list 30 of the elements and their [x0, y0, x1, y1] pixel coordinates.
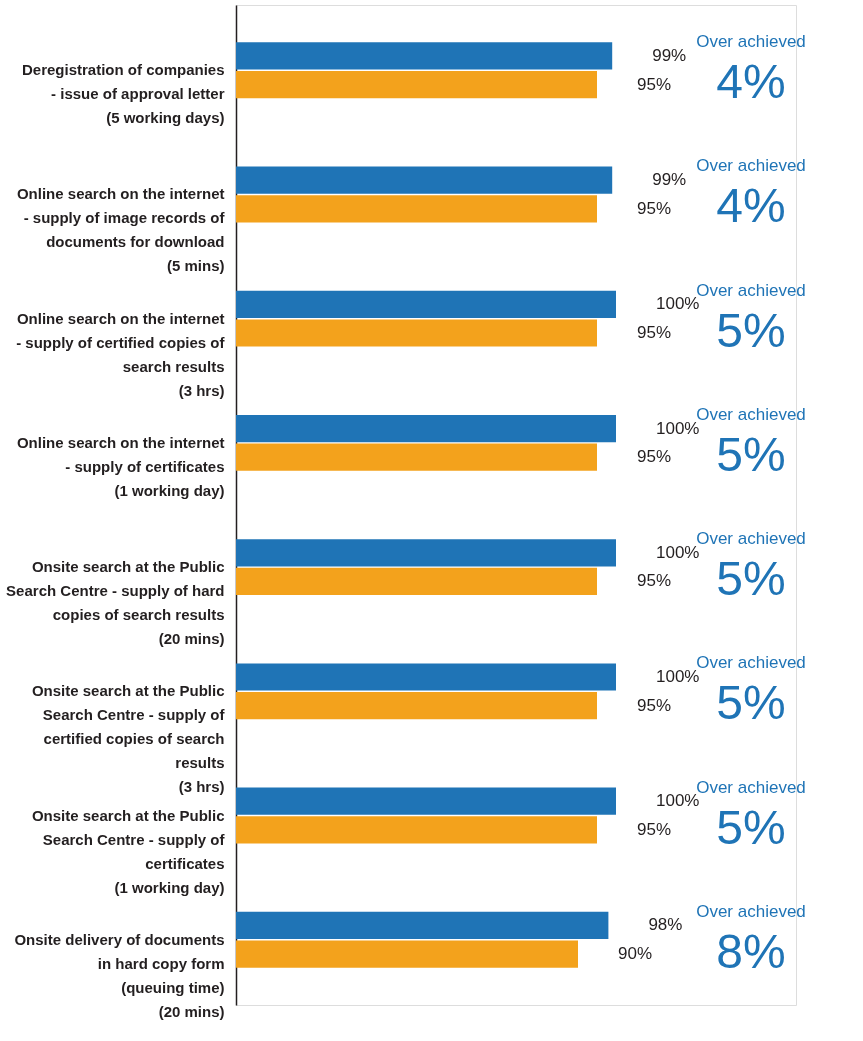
data-label: 95% — [637, 198, 672, 218]
y-tick-label: Onsite delivery of documents in hard copy form (queuing time) (20 mins) — [14, 930, 225, 1020]
text: 5% — [716, 552, 786, 606]
text: Over achieved — [696, 32, 806, 52]
text: Over achieved — [696, 156, 806, 176]
y-tick-label: Onsite search at the Public Search Centre - supply of certificates (1 working day) — [31, 806, 226, 896]
text: 5% — [716, 800, 786, 854]
y-tick-label: Onsite search at the Public Search Centre - supply of hard copies of search results (20 mins) — [6, 558, 225, 648]
y-tick-label: Onsite search at the Public Search Centre - supply of certified copies of search results (3 hrs) — [31, 682, 226, 796]
data-label: 95% — [637, 571, 672, 591]
data-label: 95% — [637, 74, 672, 94]
text: 8% — [716, 924, 786, 978]
y-tick-label: Deregistration of companies - issue of approval letter (5 working days) — [21, 61, 225, 127]
data-label: 95% — [637, 695, 672, 715]
text: 4% — [716, 179, 786, 233]
y-tick-label: Online search on the internet - supply of certificates (1 working day) — [16, 433, 225, 499]
data-label: 98% — [648, 915, 683, 935]
data-label: 95% — [637, 323, 672, 342]
data-label: 99% — [652, 45, 687, 65]
data-label: 95% — [637, 819, 672, 839]
data-label: 90% — [618, 944, 653, 964]
text: 4% — [716, 55, 786, 109]
data-label: 99% — [652, 170, 687, 190]
text: 5% — [716, 427, 786, 481]
text: 5% — [716, 676, 786, 730]
text: 5% — [716, 303, 786, 357]
y-tick-label: Online search on the internet - supply of certified copies of search results (3 hrs) — [16, 309, 226, 399]
data-label: 95% — [637, 447, 672, 467]
y-tick-label: Online search on the internet - supply of image records of documents for download (5 mins) — [16, 185, 226, 275]
text: Over achieved — [696, 901, 806, 921]
